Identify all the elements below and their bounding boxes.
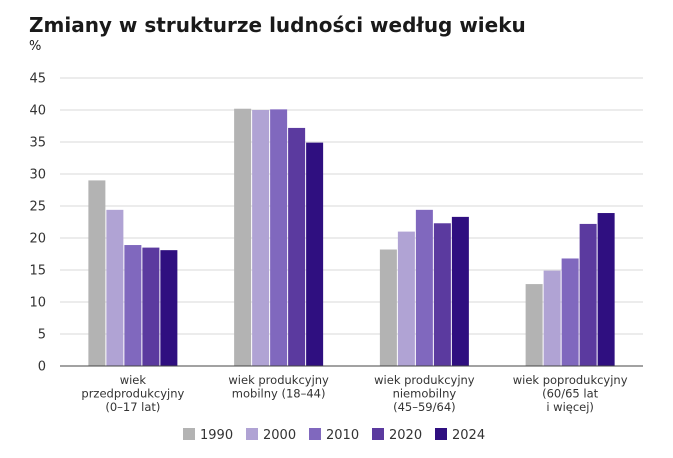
bar: [433, 223, 451, 366]
y-tick-label: 10: [29, 296, 46, 311]
y-tick-label: 15: [29, 264, 46, 279]
bar: [252, 110, 270, 366]
legend-label: 2024: [452, 428, 485, 443]
bar: [543, 270, 561, 366]
bars: [88, 108, 615, 367]
category-label: wiek poprodukcyjny (60/65 lat i więcej): [513, 373, 628, 414]
category-label: wiek przedprodukcyjny (0–17 lat): [81, 373, 184, 414]
y-tick-label: 25: [29, 200, 46, 215]
legend-label: 2000: [263, 428, 296, 443]
legend-label: 1990: [200, 428, 233, 443]
y-tick-label: 20: [29, 232, 46, 247]
bar: [124, 245, 142, 366]
legend-label: 2020: [389, 428, 422, 443]
bar: [561, 258, 579, 366]
category-label: wiek produkcyjny niemobilny (45–59/64): [374, 373, 475, 414]
bar: [142, 247, 160, 366]
legend-swatch: [435, 428, 447, 440]
bar: [579, 223, 597, 366]
bar: [288, 127, 306, 366]
y-tick-labels: 0 5 10 15 20 25 30 35 40 45: [29, 72, 46, 375]
bar: [270, 109, 288, 367]
bar: [234, 108, 252, 366]
y-tick-label: 30: [29, 168, 46, 183]
legend-swatch: [183, 428, 195, 440]
legend: 1990 2000 2010 2020 2024: [183, 428, 485, 443]
y-tick-label: 45: [29, 72, 46, 87]
chart-title: Zmiany w strukturze ludności według wiek…: [29, 13, 526, 37]
bar: [88, 180, 106, 366]
legend-swatch: [246, 428, 258, 440]
bar: [415, 209, 433, 366]
bar: [397, 231, 415, 366]
y-tick-label: 40: [29, 104, 46, 119]
bar: [160, 250, 178, 366]
bar: [306, 142, 324, 366]
y-tick-label: 35: [29, 136, 46, 151]
y-tick-label: 0: [38, 360, 46, 375]
bar: [379, 249, 397, 366]
bar: [525, 284, 543, 366]
category-labels: wiek przedprodukcyjny (0–17 lat) wiek produ…: [81, 373, 627, 414]
legend-swatch: [309, 428, 321, 440]
category-label: wiek produkcyjny mobilny (18–44): [228, 373, 329, 401]
bar: [106, 209, 124, 366]
legend-swatch: [372, 428, 384, 440]
y-unit-label: %: [29, 39, 41, 54]
bar: [451, 216, 469, 366]
legend-label: 2010: [326, 428, 359, 443]
bar: [597, 213, 615, 366]
y-tick-label: 5: [38, 328, 46, 343]
